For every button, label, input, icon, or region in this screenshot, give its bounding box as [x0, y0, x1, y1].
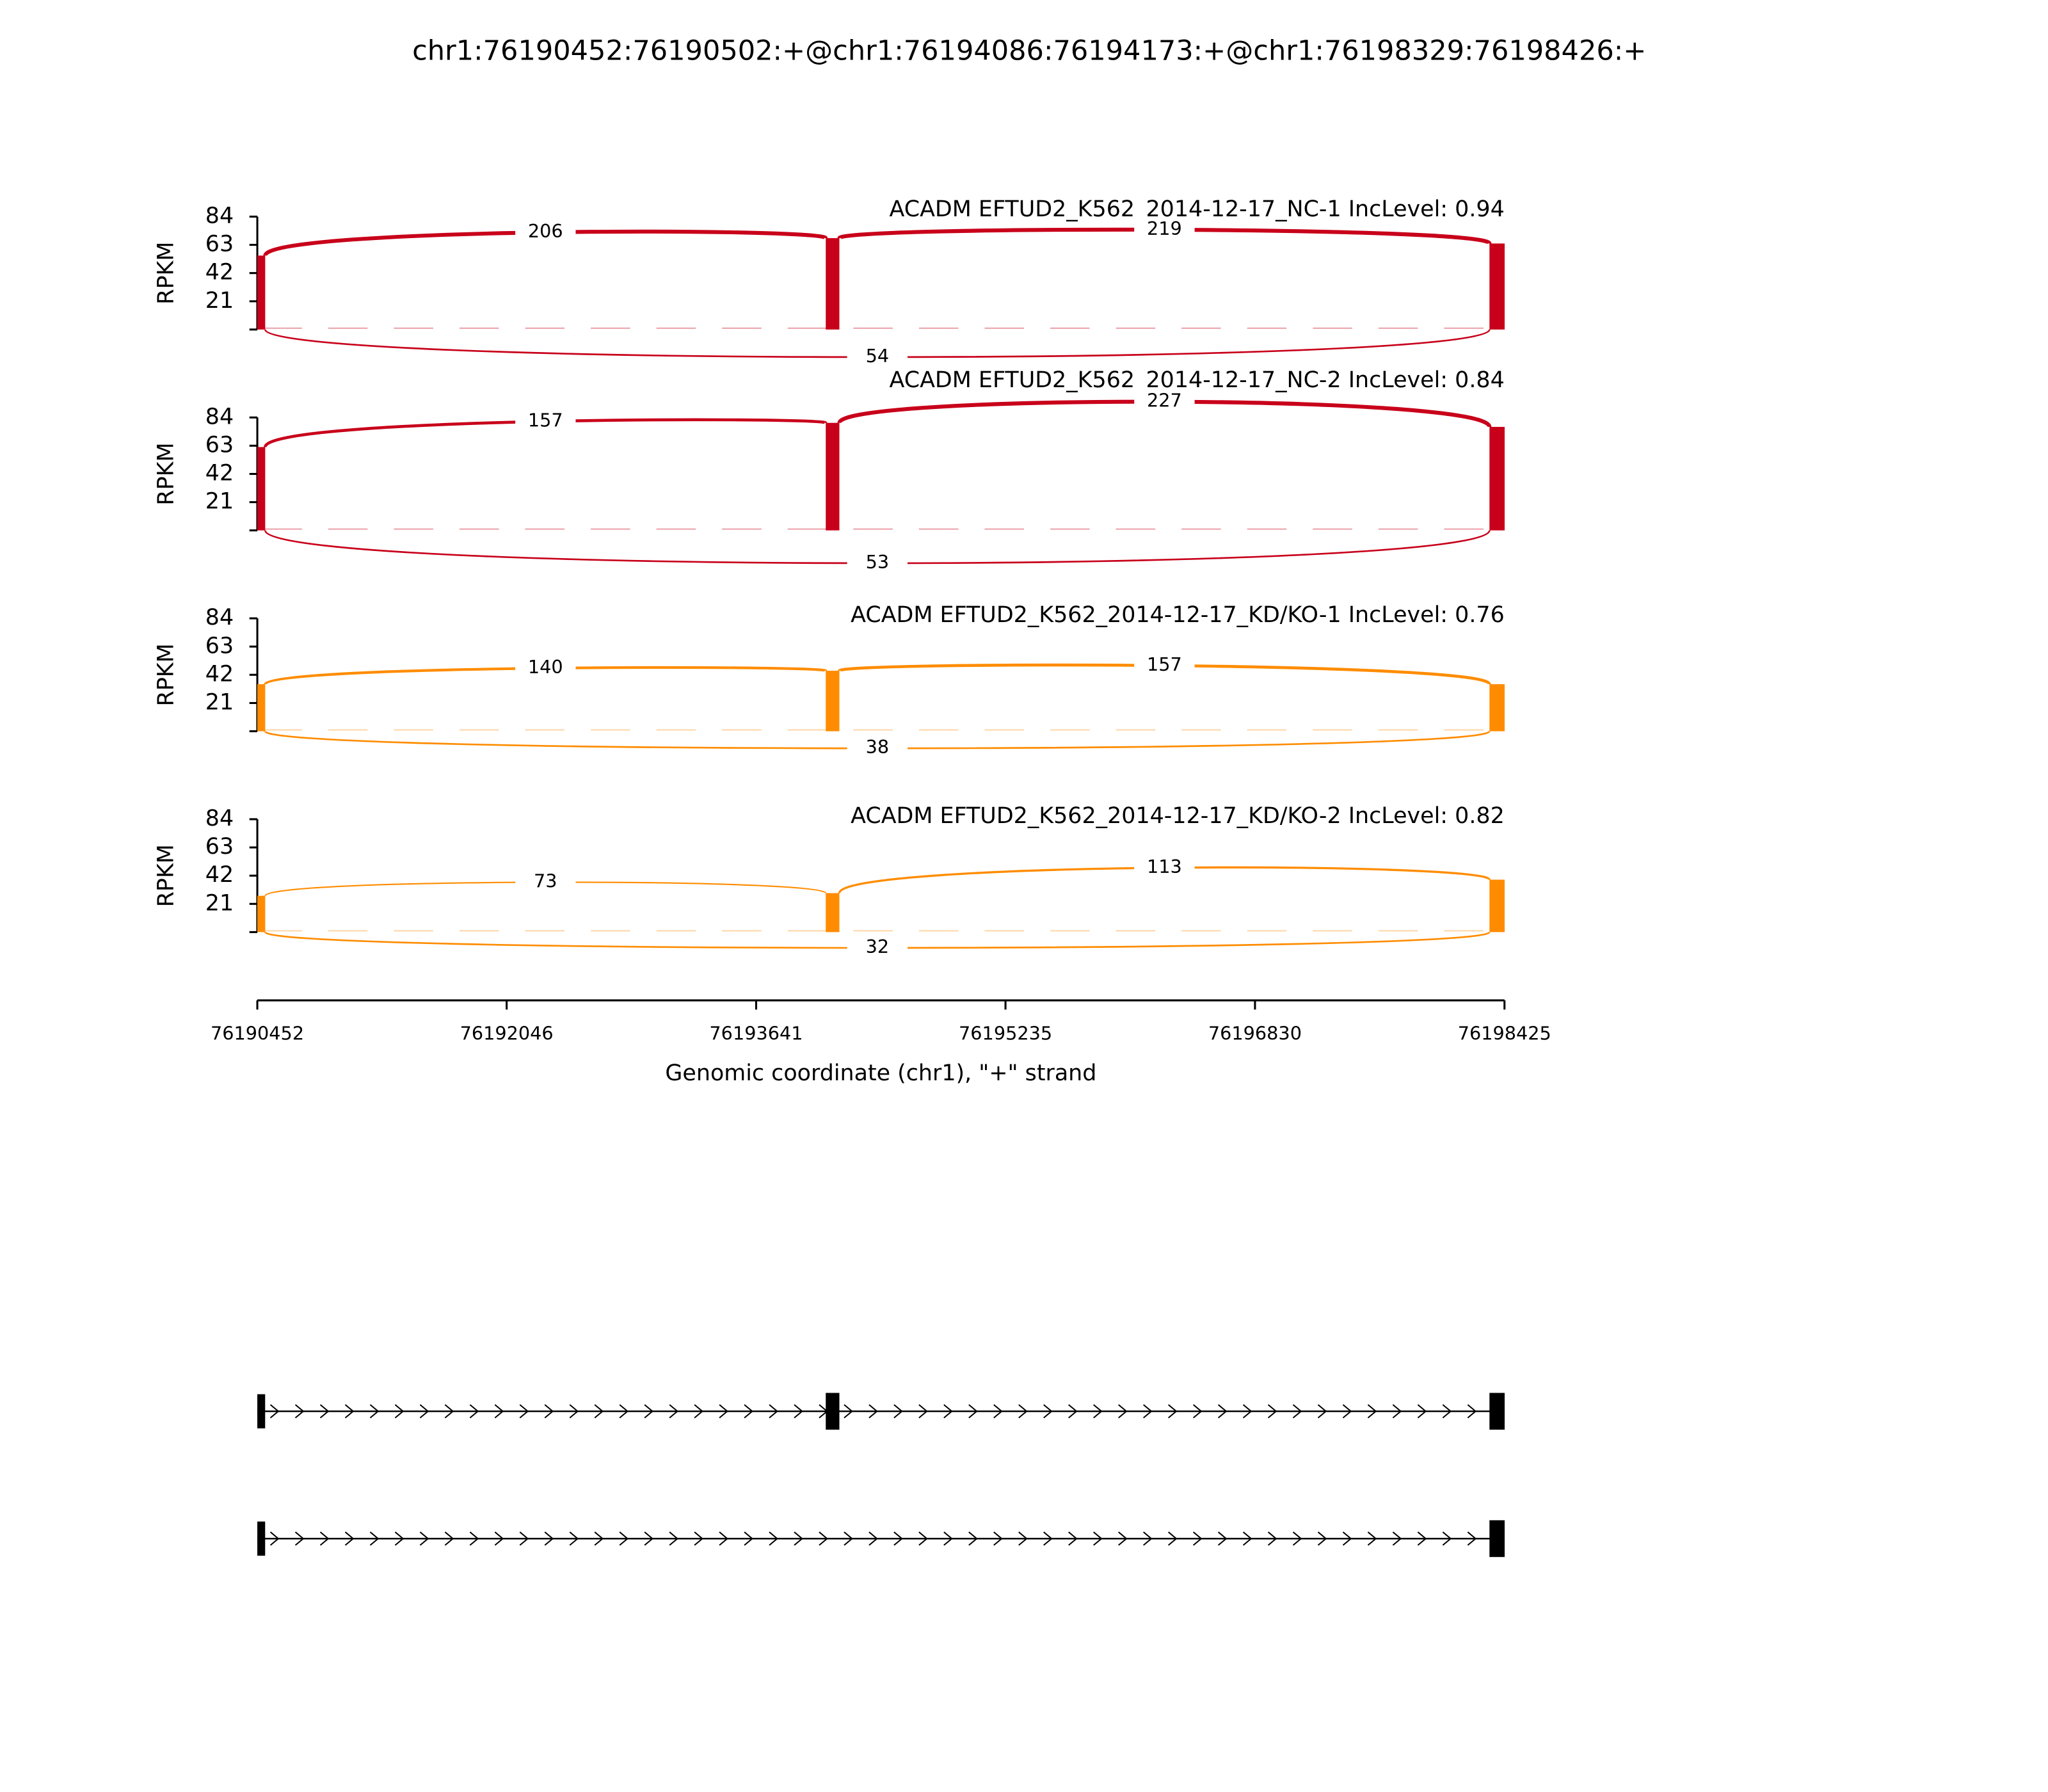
- y-tick-label: 63: [205, 432, 234, 458]
- junction-label: 73: [534, 870, 557, 892]
- junction-label-bg: [847, 551, 908, 575]
- exon-coverage: [257, 255, 266, 330]
- junction-label: 140: [528, 656, 563, 678]
- junction-label-bg: [515, 656, 576, 680]
- y-tick-label: 21: [205, 689, 234, 715]
- junction-label-bg: [515, 870, 576, 894]
- junction-label: 157: [528, 409, 563, 431]
- y-tick-label: 42: [205, 862, 234, 888]
- y-tick-label: 84: [205, 605, 234, 630]
- track-name: ACADM EFTUD2_K562_2014-12-17_KD/KO-2 Inc…: [851, 803, 1505, 829]
- exon-coverage: [257, 895, 266, 932]
- junction-label: 38: [866, 736, 890, 758]
- junction-label: 206: [528, 220, 563, 242]
- junction-label-bg: [515, 410, 576, 433]
- y-axis-label: RPKM: [154, 643, 179, 706]
- y-tick-label: 21: [205, 489, 234, 515]
- exon-coverage: [1489, 684, 1505, 732]
- exon-coverage: [826, 893, 840, 932]
- exon-coverage: [1489, 243, 1505, 330]
- junction-label-bg: [515, 220, 576, 244]
- y-tick-label: 21: [205, 890, 234, 916]
- junction-label: 32: [866, 936, 890, 957]
- y-tick-label: 63: [205, 834, 234, 860]
- junction-label-bg: [847, 936, 908, 960]
- x-tick-label: 76195235: [959, 1022, 1052, 1044]
- exon-coverage: [826, 422, 840, 531]
- junction-label-bg: [847, 345, 908, 369]
- junction-label: 227: [1147, 390, 1182, 412]
- track-name: ACADM EFTUD2_K562_2014-12-17_NC-1 IncLev…: [890, 196, 1505, 222]
- y-tick-label: 42: [205, 661, 234, 687]
- y-tick-label: 42: [205, 260, 234, 285]
- y-tick-label: 84: [205, 203, 234, 228]
- isoform-exon: [1489, 1393, 1505, 1430]
- exon-coverage: [826, 238, 840, 330]
- y-axis-label: RPKM: [154, 844, 179, 907]
- exon-coverage: [826, 671, 840, 732]
- isoform-exon: [257, 1394, 266, 1428]
- x-tick-label: 76196830: [1208, 1022, 1302, 1044]
- junction-label: 53: [866, 551, 890, 573]
- strand-chevrons: [269, 1404, 1477, 1419]
- isoform-exon: [257, 1521, 266, 1556]
- y-tick-label: 21: [205, 288, 234, 314]
- track-name: ACADM EFTUD2_K562_2014-12-17_KD/KO-1 Inc…: [851, 602, 1505, 628]
- y-tick-label: 84: [205, 806, 234, 831]
- track-name: ACADM EFTUD2_K562_2014-12-17_NC-2 IncLev…: [890, 367, 1505, 393]
- x-axis-label: Genomic coordinate (chr1), "+" strand: [665, 1060, 1096, 1086]
- junction-label-bg: [847, 736, 908, 760]
- x-tick-label: 76192046: [460, 1022, 554, 1044]
- junction-label: 113: [1147, 856, 1182, 877]
- junction-label: 157: [1147, 653, 1182, 675]
- exon-coverage: [1489, 879, 1505, 932]
- y-tick-label: 42: [205, 461, 234, 486]
- y-axis-label: RPKM: [154, 442, 179, 505]
- junction-label-bg: [1134, 653, 1195, 678]
- junction-label: 54: [866, 345, 890, 367]
- y-tick-label: 84: [205, 404, 234, 429]
- x-tick-label: 76190452: [211, 1022, 304, 1044]
- y-tick-label: 63: [205, 633, 234, 659]
- exon-coverage: [1489, 427, 1505, 531]
- y-tick-label: 63: [205, 232, 234, 257]
- exon-coverage: [257, 447, 266, 531]
- x-tick-label: 76193641: [709, 1022, 803, 1044]
- exon-coverage: [257, 684, 266, 732]
- isoform-exon: [826, 1393, 840, 1430]
- isoform-exon: [1489, 1520, 1505, 1557]
- strand-chevrons: [269, 1532, 1477, 1546]
- junction-label-bg: [1134, 390, 1195, 414]
- x-tick-label: 76198425: [1458, 1022, 1551, 1044]
- y-axis-label: RPKM: [154, 242, 179, 305]
- junction-label-bg: [1134, 218, 1195, 242]
- junction-label-bg: [1134, 856, 1195, 880]
- figure-title: chr1:76190452:76190502:+@chr1:76194086:7…: [412, 35, 1646, 67]
- junction-label: 219: [1147, 218, 1182, 239]
